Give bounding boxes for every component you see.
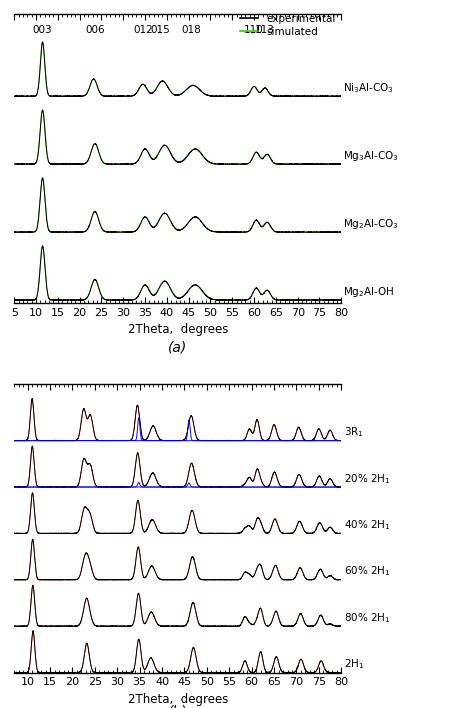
Text: 006: 006 xyxy=(85,25,105,35)
Text: Ni$_3$Al-CO$_3$: Ni$_3$Al-CO$_3$ xyxy=(344,81,394,95)
Text: Mg$_2$Al-CO$_3$: Mg$_2$Al-CO$_3$ xyxy=(344,217,399,231)
Legend: experimental, simulated: experimental, simulated xyxy=(240,13,336,37)
Text: 3R$_1$: 3R$_1$ xyxy=(344,426,363,439)
Text: (b): (b) xyxy=(168,704,188,708)
X-axis label: 2Theta,  degrees: 2Theta, degrees xyxy=(128,324,228,336)
Text: Mg$_2$Al-OH: Mg$_2$Al-OH xyxy=(344,285,395,299)
Text: 40% 2H$_1$: 40% 2H$_1$ xyxy=(344,518,391,532)
Text: 110: 110 xyxy=(244,25,264,35)
Text: 018: 018 xyxy=(181,25,201,35)
Text: (a): (a) xyxy=(168,341,187,355)
Text: 80% 2H$_1$: 80% 2H$_1$ xyxy=(344,611,391,624)
Text: 003: 003 xyxy=(33,25,53,35)
Text: 20% 2H$_1$: 20% 2H$_1$ xyxy=(344,472,391,486)
Text: 60% 2H$_1$: 60% 2H$_1$ xyxy=(344,564,391,578)
Text: 012: 012 xyxy=(133,25,153,35)
Text: 113: 113 xyxy=(255,25,275,35)
Text: 2H$_1$: 2H$_1$ xyxy=(344,657,364,671)
Text: Mg$_3$Al-CO$_3$: Mg$_3$Al-CO$_3$ xyxy=(344,149,399,163)
Text: 015: 015 xyxy=(150,25,170,35)
X-axis label: 2Theta,  degrees: 2Theta, degrees xyxy=(128,693,228,706)
